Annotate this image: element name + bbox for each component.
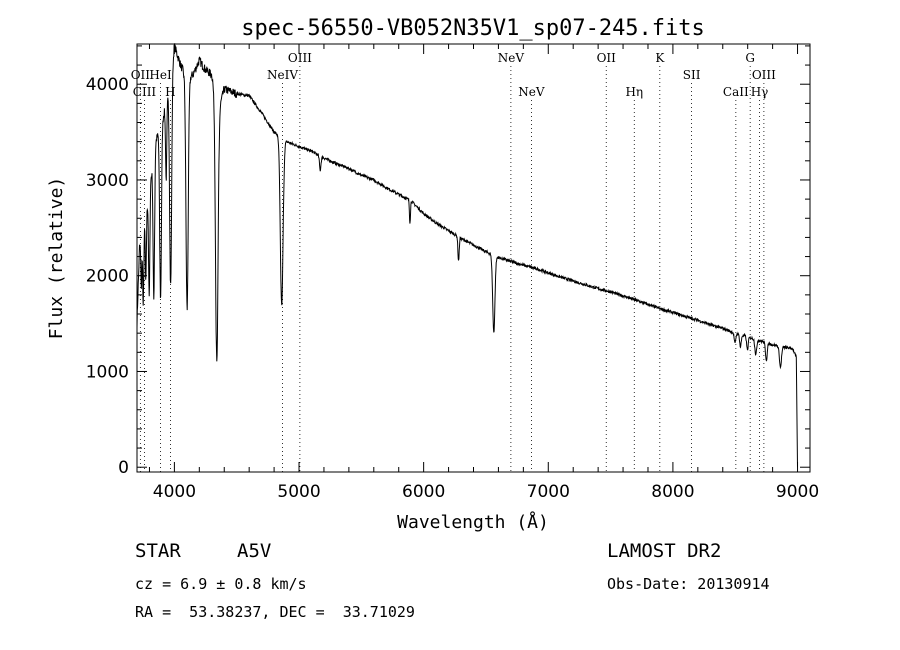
line-marker-label: CaII [723,85,749,99]
line-marker-label: HeI [149,68,172,82]
object-class: STAR [135,540,181,562]
y-tick-label: 0 [118,458,129,478]
line-marker-label: NeV [518,85,545,99]
line-marker-label: G [745,51,755,65]
y-tick-label: 3000 [86,171,129,191]
x-axis: 4000 5000 6000 7000 8000 9000 [148,44,819,502]
spectrum-line [136,43,798,468]
line-marker-label: Hγ [751,85,769,99]
line-marker-label: H [165,85,175,99]
line-marker-label: CIII [133,85,157,99]
survey-name: LAMOST DR2 [607,540,722,562]
coordinates: RA = 53.38237, DEC = 33.71029 [135,603,415,621]
redshift-text: cz = 6.9 ± 0.8 km/s [135,575,307,593]
x-tick-label: 7000 [527,482,570,502]
line-marker-label: OII [597,51,617,65]
line-marker-label: OIII [752,68,776,82]
line-marker-label: NeV [498,51,525,65]
y-tick-label: 4000 [86,75,129,95]
plot-frame [136,43,811,473]
line-marker-label: OII [131,68,151,82]
y-axis: 0 1000 2000 3000 4000 [86,45,810,478]
y-tick-label: 1000 [86,362,129,382]
y-axis-label: Flux (relative) [46,177,67,340]
chart-title: spec-56550-VB052N35V1_sp07-245.fits [241,16,705,41]
x-axis-label: Wavelength (Å) [397,511,549,533]
line-marker-label: Hη [625,85,643,99]
obs-date: Obs-Date: 20130914 [607,575,770,593]
x-tick-label: 4000 [153,482,196,502]
line-marker-label: K [655,51,665,65]
x-tick-label: 6000 [402,482,445,502]
emission-line-markers: OII CIII HeI H OIII NeIV NeV NeV OII Hη K SII CaII G H… [131,51,776,472]
object-subclass: A5V [237,540,272,562]
x-tick-label: 5000 [277,482,320,502]
x-tick-label: 8000 [651,482,694,502]
line-marker-label: NeIV [267,68,298,82]
line-marker-label: OIII [288,51,312,65]
x-tick-label: 9000 [776,482,819,502]
line-marker-label: SII [683,68,701,82]
y-tick-label: 2000 [86,267,129,287]
